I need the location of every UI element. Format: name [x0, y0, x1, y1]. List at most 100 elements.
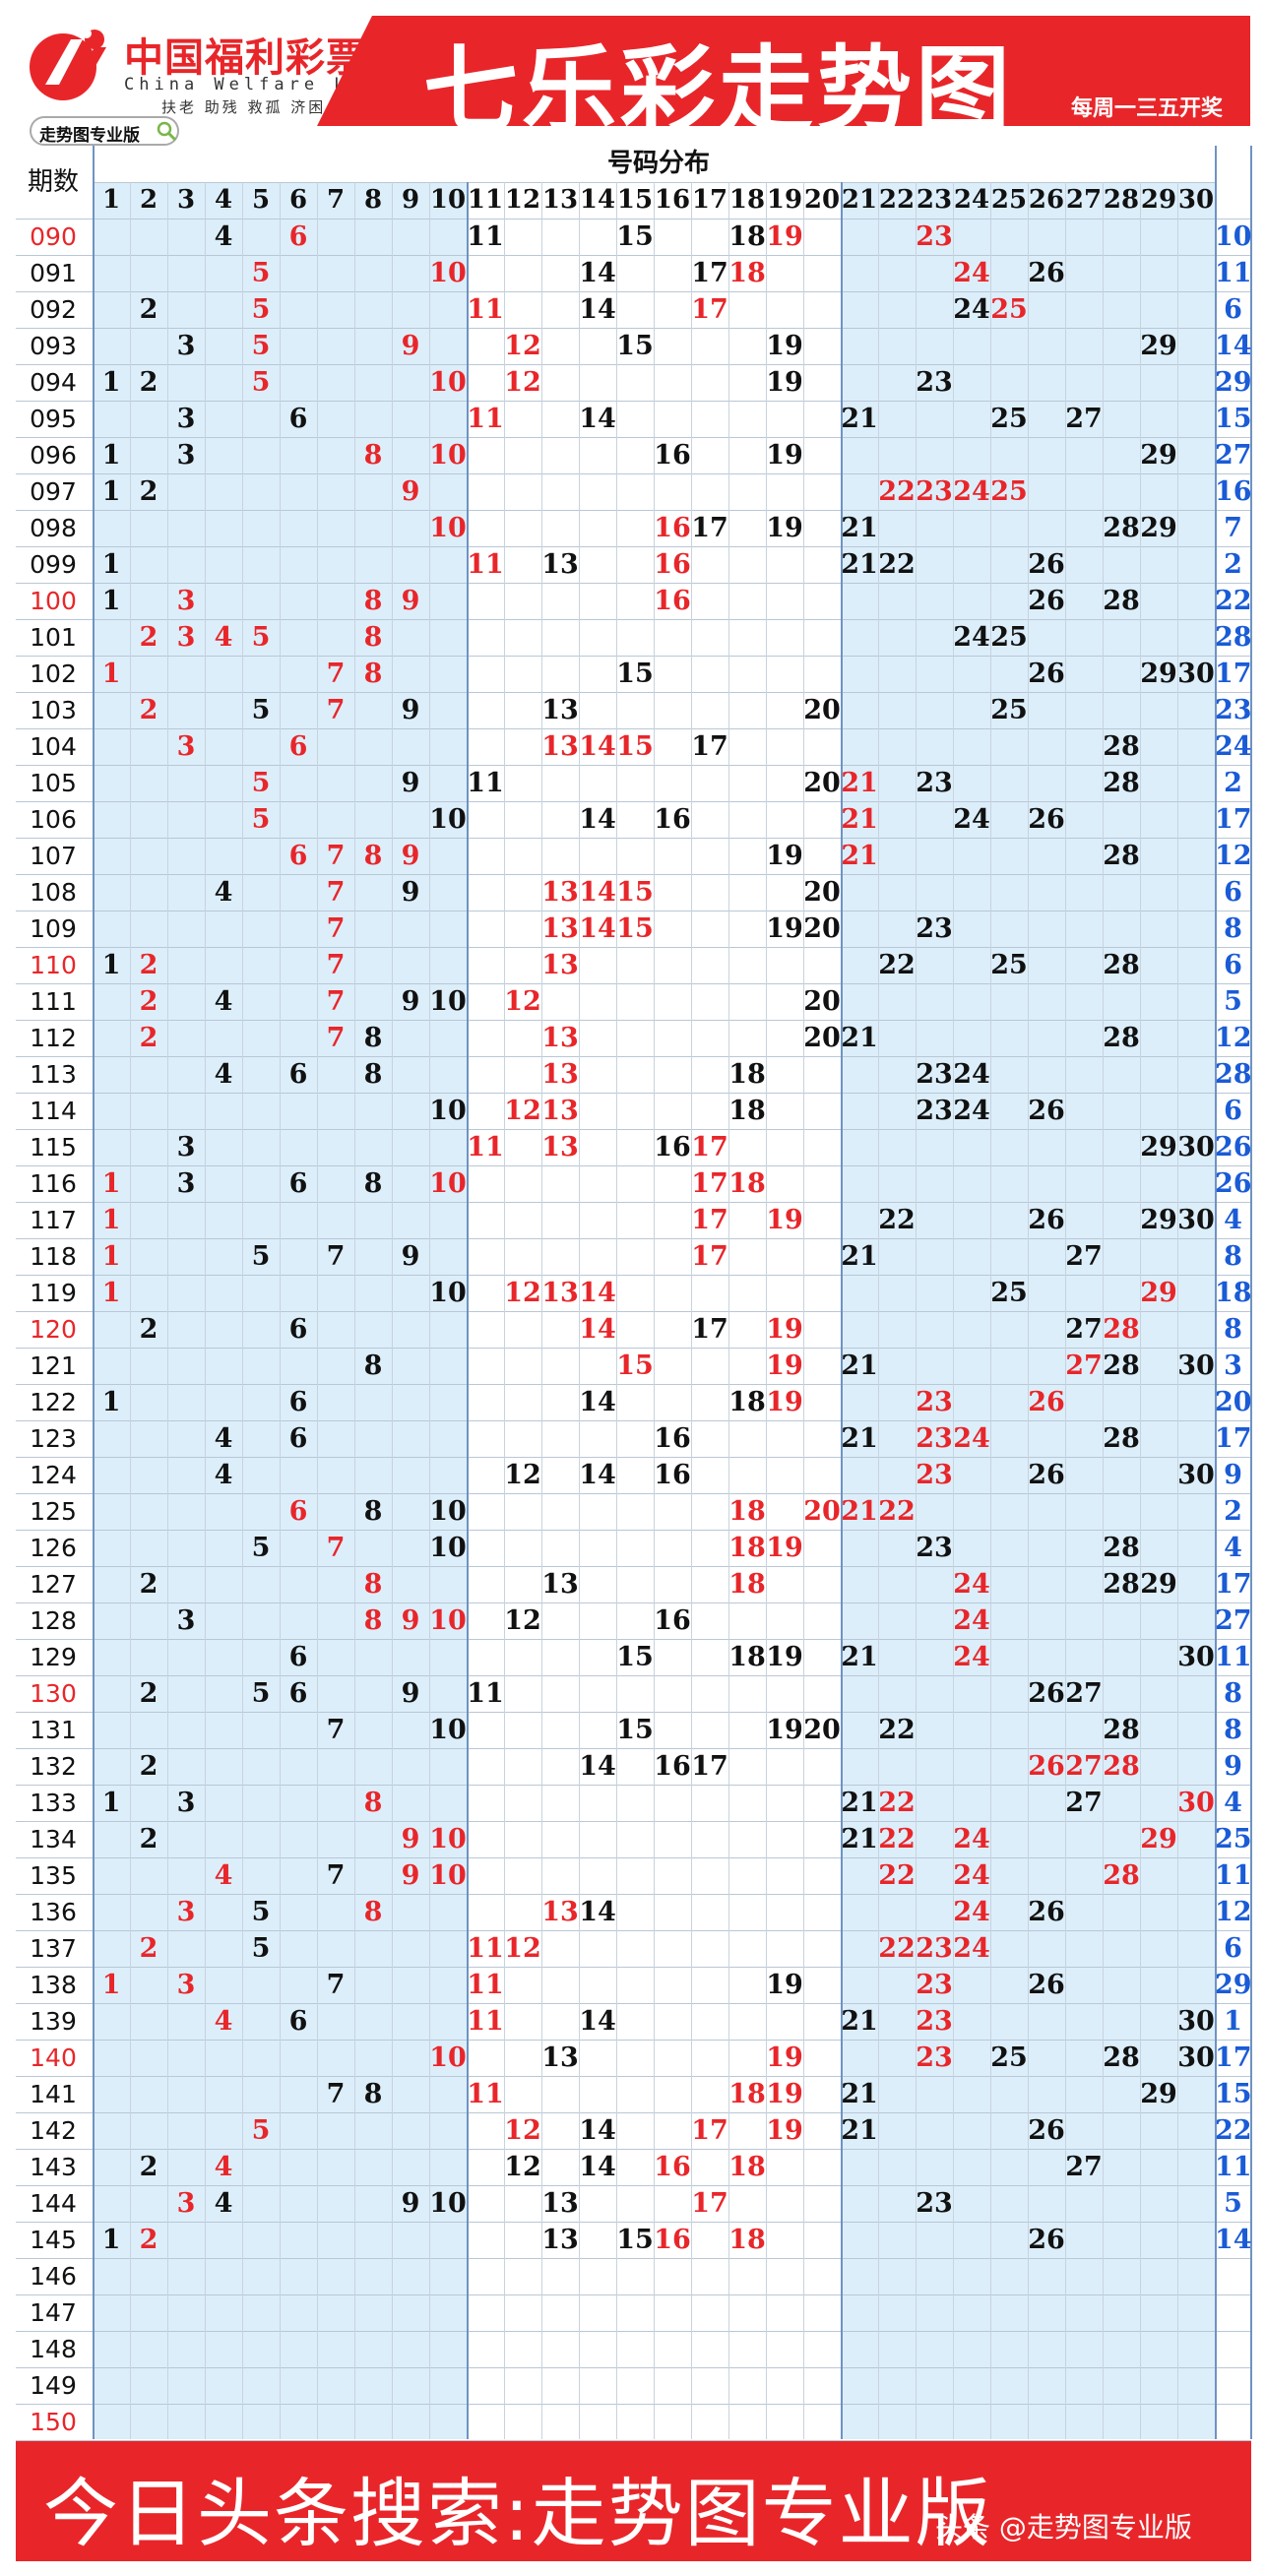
- period-header: 期数: [27, 167, 79, 197]
- drawn-number: 21: [841, 404, 878, 434]
- drawn-number: 24: [953, 1860, 990, 1891]
- special-number: 29: [1215, 1970, 1252, 2000]
- drawn-number: 30: [1177, 1788, 1215, 1818]
- period-label: 110: [30, 951, 77, 979]
- drawn-number: 8: [363, 622, 383, 653]
- number-column-header: 7: [326, 185, 346, 215]
- row-divider: [16, 2294, 1251, 2295]
- drawn-number: 19: [766, 1387, 803, 1417]
- number-column-header: 18: [728, 185, 766, 215]
- drawn-number: 27: [1065, 404, 1103, 434]
- drawn-number: 22: [878, 1788, 916, 1818]
- drawn-number: 17: [691, 1241, 728, 1272]
- number-column-header: 3: [176, 185, 196, 215]
- column-divider: [1065, 182, 1066, 2439]
- pro-badge-label: 走势图专业版: [39, 126, 140, 146]
- drawn-number: 5: [251, 331, 271, 361]
- row-divider: [16, 1566, 1251, 1567]
- drawn-number: 5: [251, 294, 271, 325]
- number-column-header: 5: [251, 185, 271, 215]
- pro-badge: 走势图专业版: [30, 116, 179, 146]
- drawn-number: 15: [616, 331, 654, 361]
- drawn-number: 26: [1028, 2225, 1065, 2255]
- drawn-number: 22: [878, 950, 916, 980]
- row-divider: [16, 2112, 1251, 2113]
- drawn-number: 9: [401, 841, 420, 871]
- special-number: 24: [1215, 731, 1252, 762]
- row-divider: [16, 1602, 1251, 1603]
- drawn-number: 13: [541, 731, 579, 762]
- drawn-number: 8: [363, 1569, 383, 1600]
- period-label: 113: [30, 1060, 77, 1089]
- drawn-number: 1: [101, 440, 121, 471]
- drawn-number: 11: [467, 2006, 504, 2037]
- column-divider: [916, 182, 917, 2439]
- special-number: 26: [1215, 1132, 1252, 1162]
- drawn-number: 5: [251, 258, 271, 288]
- drawn-number: 23: [916, 2006, 953, 2037]
- drawn-number: 3: [176, 1970, 196, 2000]
- drawn-number: 25: [990, 294, 1028, 325]
- drawn-number: 17: [691, 258, 728, 288]
- drawn-number: 10: [429, 1715, 467, 1745]
- row-divider: [16, 1530, 1251, 1531]
- drawn-number: 14: [579, 2115, 616, 2146]
- period-label: 117: [30, 1206, 77, 1234]
- drawn-number: 3: [176, 731, 196, 762]
- period-label: 116: [30, 1169, 77, 1198]
- drawn-number: 1: [101, 586, 121, 616]
- drawn-number: 16: [654, 1132, 691, 1162]
- drawn-number: 7: [326, 1023, 346, 1053]
- drawn-number: 27: [1065, 1314, 1103, 1345]
- drawn-number: 3: [176, 1605, 196, 1636]
- drawn-number: 9: [401, 331, 420, 361]
- drawn-number: 15: [616, 913, 654, 944]
- drawn-number: 14: [579, 731, 616, 762]
- number-column-header: 29: [1140, 185, 1177, 215]
- drawn-number: 16: [654, 2225, 691, 2255]
- drawn-number: 24: [953, 476, 990, 507]
- drawn-number: 22: [878, 1205, 916, 1235]
- drawn-number: 5: [251, 695, 271, 725]
- drawn-number: 13: [541, 2042, 579, 2073]
- column-divider: [878, 182, 879, 2439]
- drawn-number: 21: [841, 1241, 878, 1272]
- drawn-number: 4: [214, 1059, 233, 1090]
- column-divider: [242, 182, 243, 2439]
- drawn-number: 16: [654, 804, 691, 835]
- drawn-number: 26: [1028, 659, 1065, 689]
- drawn-number: 7: [326, 841, 346, 871]
- special-number: 11: [1215, 1642, 1252, 1672]
- special-number: 6: [1224, 1933, 1242, 1964]
- drawn-number: 13: [541, 877, 579, 908]
- drawn-number: 19: [766, 1351, 803, 1381]
- drawn-number: 7: [326, 913, 346, 944]
- drawn-number: 13: [541, 1278, 579, 1308]
- special-number: 28: [1215, 622, 1252, 653]
- number-column-header: 22: [878, 185, 916, 215]
- drawn-number: 10: [429, 1168, 467, 1199]
- number-column-header: 28: [1103, 185, 1140, 215]
- drawn-number: 1: [101, 1241, 121, 1272]
- drawn-number: 18: [728, 1533, 766, 1563]
- drawn-number: 2: [139, 986, 158, 1017]
- drawn-number: 26: [1028, 1205, 1065, 1235]
- drawn-number: 19: [766, 1715, 803, 1745]
- header: 中国福利彩票 China Welfare Lottery 扶老 助残 救孤 济困…: [0, 0, 1265, 146]
- drawn-number: 24: [953, 1059, 990, 1090]
- drawn-number: 25: [990, 622, 1028, 653]
- drawn-number: 23: [916, 1096, 953, 1126]
- special-number: 20: [1215, 1387, 1252, 1417]
- row-divider: [16, 1129, 1251, 1130]
- drawn-number: 30: [1177, 2042, 1215, 2073]
- column-divider: [616, 182, 617, 2439]
- special-number: 5: [1224, 986, 1242, 1017]
- column-divider: [541, 182, 542, 2439]
- period-label: 134: [30, 1825, 77, 1853]
- special-number: 6: [1224, 877, 1242, 908]
- special-number: 22: [1215, 2115, 1252, 2146]
- drawn-number: 8: [363, 1496, 383, 1527]
- drawn-number: 8: [363, 1059, 383, 1090]
- drawn-number: 14: [579, 804, 616, 835]
- drawn-number: 16: [654, 1423, 691, 1454]
